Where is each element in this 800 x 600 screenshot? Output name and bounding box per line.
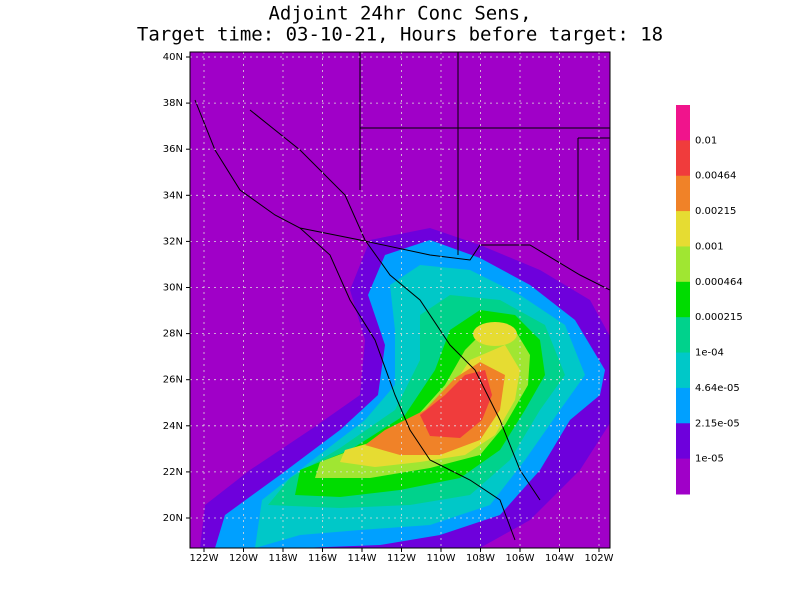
- coastline: [249, 109, 541, 501]
- colorbar-label: 2.15e-05: [695, 418, 740, 429]
- colorbar-label: 0.00215: [695, 206, 736, 217]
- lon-label: 114W: [348, 553, 377, 564]
- colorbar-swatch: [676, 140, 690, 177]
- map-frame: [189, 51, 611, 549]
- colorbar-label: 4.64e-05: [695, 383, 740, 394]
- contours: [200, 228, 610, 548]
- lat-label: 30N: [163, 283, 183, 294]
- border: [299, 227, 610, 291]
- lon-label: 110W: [427, 553, 456, 564]
- lon-label: 122W: [190, 553, 219, 564]
- colorbar-label: 0.000215: [695, 312, 743, 323]
- colorbar-label: 1e-05: [695, 454, 724, 465]
- colorbar-label: 0.000464: [695, 277, 743, 288]
- colorbar-swatch: [676, 352, 690, 389]
- lon-label: 112W: [387, 553, 416, 564]
- lat-label: 36N: [163, 144, 183, 155]
- lat-label: 28N: [163, 329, 183, 340]
- title-line: Target time: 03-10-21, Hours before targ…: [137, 24, 663, 46]
- lat-label: 26N: [163, 375, 183, 386]
- colorbar-swatch: [676, 317, 690, 354]
- title-line: Adjoint 24hr Conc Sens,: [268, 3, 531, 25]
- lon-label: 120W: [229, 553, 258, 564]
- colorbar-swatch: [676, 387, 690, 424]
- colorbar-label: 0.001: [695, 241, 724, 252]
- contour-fill: [420, 370, 492, 438]
- lat-label: 40N: [163, 52, 183, 63]
- coastline: [194, 99, 516, 541]
- lon-label: 116W: [308, 553, 337, 564]
- contour-fill: [473, 322, 517, 346]
- lat-label: 32N: [163, 236, 183, 247]
- colorbar: 0.01 0.00464 0.00215 0.001 0.000464 0.000215 1…: [676, 105, 743, 495]
- colorbar-swatch: [676, 105, 690, 141]
- lon-label: 104W: [545, 553, 574, 564]
- lat-label: 38N: [163, 98, 183, 109]
- boundaries: [194, 52, 610, 541]
- colorbar-swatch: [676, 246, 690, 283]
- colorbar-label: 0.00464: [695, 171, 736, 182]
- lon-label: 108W: [466, 553, 495, 564]
- lon-label: 102W: [585, 553, 614, 564]
- grid: [190, 52, 610, 548]
- lat-label: 20N: [163, 513, 183, 524]
- colorbar-label: 0.01: [695, 135, 717, 146]
- state-border: [359, 52, 610, 255]
- colorbar-swatch: [676, 211, 690, 247]
- lat-label: 34N: [163, 190, 183, 201]
- axis-labels: 40N 38N 36N 34N 32N 30N 28N 26N 24N 22N 20N 122W 120…: [163, 52, 614, 564]
- lat-label: 24N: [163, 421, 183, 432]
- colorbar-label: 1e-04: [695, 348, 724, 359]
- lon-label: 106W: [506, 553, 535, 564]
- lat-label: 22N: [163, 467, 183, 478]
- colorbar-swatch: [676, 175, 690, 212]
- colorbar-swatch: [676, 458, 690, 495]
- lon-label: 118W: [269, 553, 298, 564]
- colorbar-swatch: [676, 423, 690, 460]
- colorbar-swatch: [676, 281, 690, 318]
